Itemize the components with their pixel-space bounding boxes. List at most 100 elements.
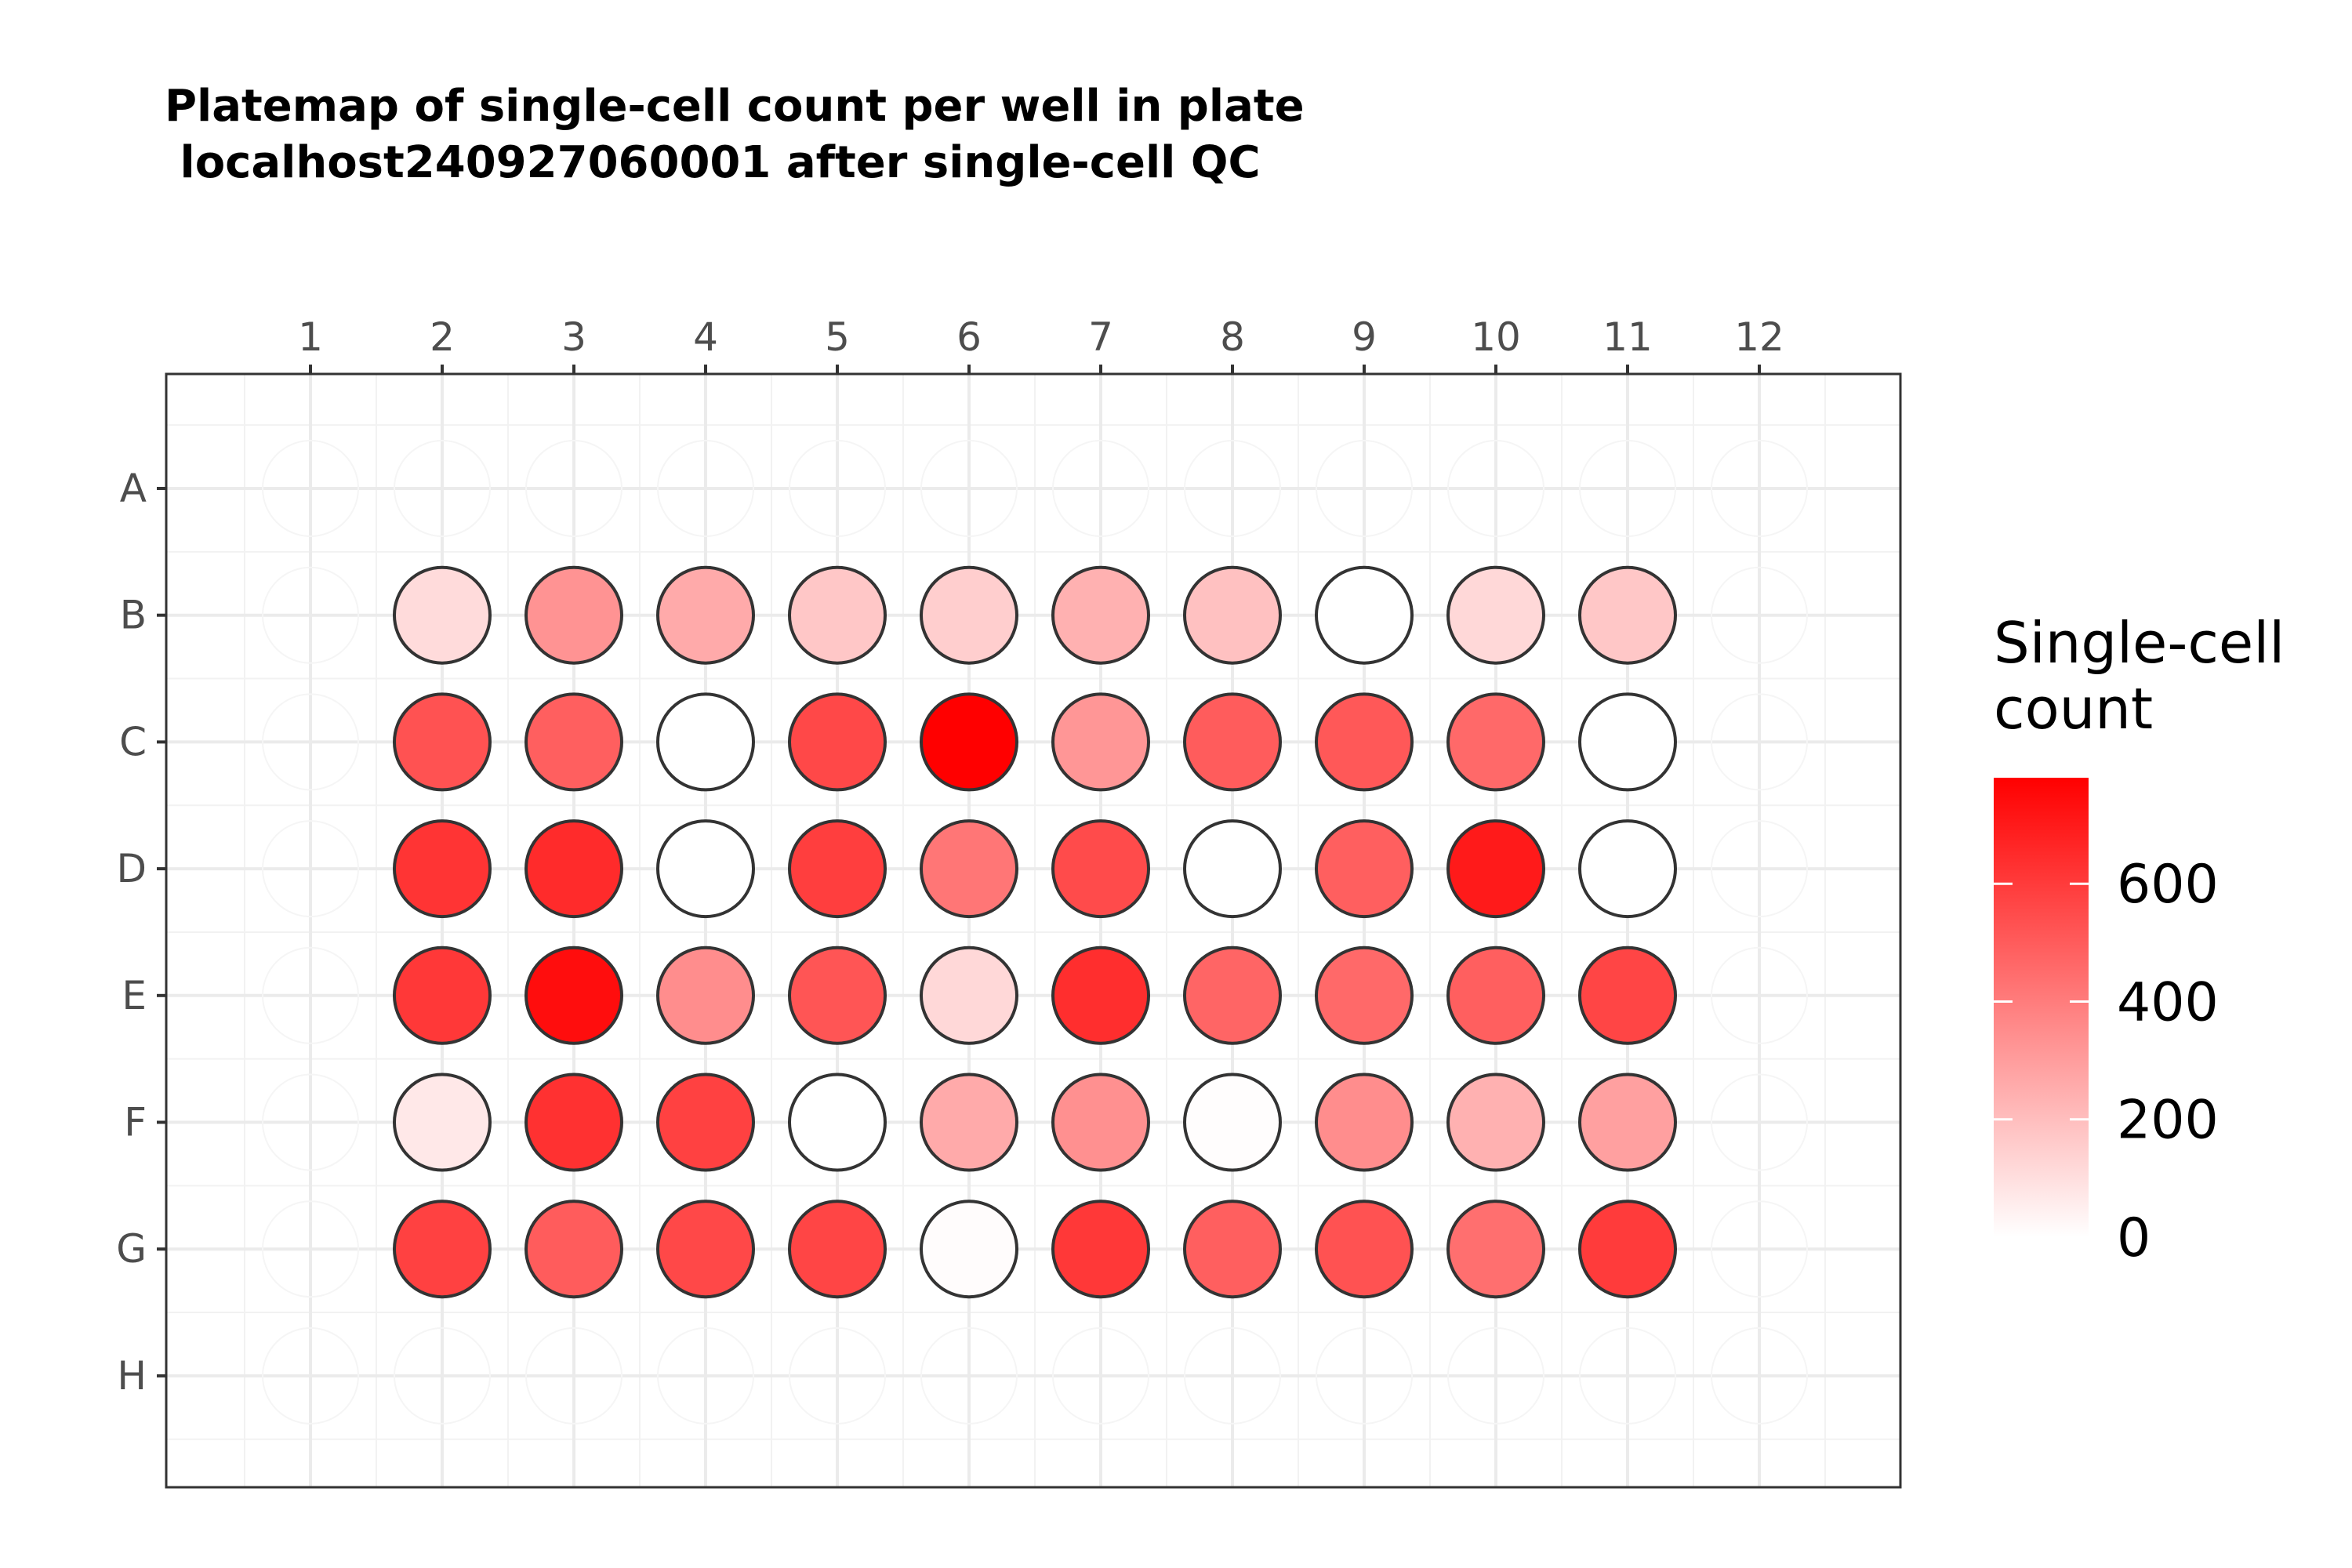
well-C10 (1446, 692, 1545, 792)
x-tick-label: 6 (956, 314, 982, 360)
well-E9 (1315, 946, 1414, 1045)
well-F9 (1315, 1073, 1414, 1172)
empty-well (789, 440, 886, 537)
well-F3 (524, 1073, 623, 1172)
empty-well (1711, 1200, 1808, 1298)
y-tick-label: C (119, 719, 147, 764)
well-G2 (393, 1200, 492, 1299)
empty-well (1579, 1327, 1676, 1425)
empty-well (1711, 820, 1808, 918)
well-E4 (656, 946, 755, 1045)
well-D10 (1446, 819, 1545, 919)
well-G5 (788, 1200, 887, 1299)
legend-title: Single-cell count (1994, 610, 2285, 742)
well-C7 (1051, 692, 1150, 792)
well-C8 (1183, 692, 1282, 792)
empty-well (1711, 1073, 1808, 1171)
empty-well (1316, 1327, 1413, 1425)
y-tick-label: B (120, 593, 147, 638)
empty-well (394, 1327, 491, 1425)
empty-well (657, 440, 754, 537)
y-tick-label: F (124, 1100, 147, 1145)
well-D9 (1315, 819, 1414, 919)
well-B2 (393, 565, 492, 665)
well-C5 (788, 692, 887, 792)
empty-well (657, 1327, 754, 1425)
well-B3 (524, 565, 623, 665)
well-C9 (1315, 692, 1414, 792)
x-tick-label: 10 (1471, 314, 1521, 360)
well-B6 (920, 565, 1018, 665)
empty-well (1447, 1327, 1544, 1425)
y-tick-label: H (117, 1353, 147, 1399)
well-B11 (1578, 565, 1677, 665)
empty-well (1579, 440, 1676, 537)
empty-well (920, 1327, 1018, 1425)
x-tick-label: 3 (561, 314, 586, 360)
empty-well (262, 1200, 359, 1298)
well-B7 (1051, 565, 1150, 665)
well-C6 (920, 692, 1018, 792)
well-G8 (1183, 1200, 1282, 1299)
well-E8 (1183, 946, 1282, 1045)
well-D11 (1578, 819, 1677, 919)
legend-tick-label: 200 (2117, 1090, 2219, 1152)
empty-well (262, 946, 359, 1044)
empty-well (525, 1327, 622, 1425)
empty-well (1711, 440, 1808, 537)
well-F2 (393, 1073, 492, 1172)
well-C3 (524, 692, 623, 792)
chart-title: Platemap of single-cell count per well i… (165, 81, 1305, 188)
empty-well (262, 566, 359, 664)
legend-tick-label: 400 (2117, 971, 2219, 1033)
y-tick-label: A (120, 466, 147, 511)
empty-well (1447, 440, 1544, 537)
well-B4 (656, 565, 755, 665)
well-B8 (1183, 565, 1282, 665)
empty-well (1711, 693, 1808, 791)
plot-border (165, 372, 1902, 1489)
well-E3 (524, 946, 623, 1045)
empty-well (262, 1327, 359, 1425)
y-tick-label: D (116, 846, 147, 891)
well-E2 (393, 946, 492, 1045)
well-F4 (656, 1073, 755, 1172)
legend-tick-label: 0 (2117, 1207, 2151, 1269)
x-tick-label: 12 (1734, 314, 1784, 360)
legend-tick-label: 600 (2117, 854, 2219, 916)
empty-well (1184, 440, 1281, 537)
well-E10 (1446, 946, 1545, 1045)
well-B9 (1315, 565, 1414, 665)
empty-well (1184, 1327, 1281, 1425)
legend-colorbar (1994, 778, 2089, 1237)
x-tick-label: 2 (430, 314, 455, 360)
well-F6 (920, 1073, 1018, 1172)
well-E11 (1578, 946, 1677, 1045)
plot-panel (166, 374, 1900, 1487)
well-D8 (1183, 819, 1282, 919)
well-G4 (656, 1200, 755, 1299)
empty-well (1711, 946, 1808, 1044)
empty-well (1711, 566, 1808, 664)
well-F8 (1183, 1073, 1282, 1172)
well-C2 (393, 692, 492, 792)
x-tick-label: 11 (1602, 314, 1653, 360)
well-C4 (656, 692, 755, 792)
well-F10 (1446, 1073, 1545, 1172)
empty-well (262, 440, 359, 537)
well-G9 (1315, 1200, 1414, 1299)
x-tick-label: 1 (298, 314, 323, 360)
empty-well (525, 440, 622, 537)
well-G3 (524, 1200, 623, 1299)
well-C11 (1578, 692, 1677, 792)
well-D7 (1051, 819, 1150, 919)
empty-well (262, 820, 359, 918)
well-E5 (788, 946, 887, 1045)
empty-well (394, 440, 491, 537)
empty-well (920, 440, 1018, 537)
empty-well (1316, 440, 1413, 537)
well-D4 (656, 819, 755, 919)
x-tick-label: 4 (693, 314, 718, 360)
empty-well (789, 1327, 886, 1425)
